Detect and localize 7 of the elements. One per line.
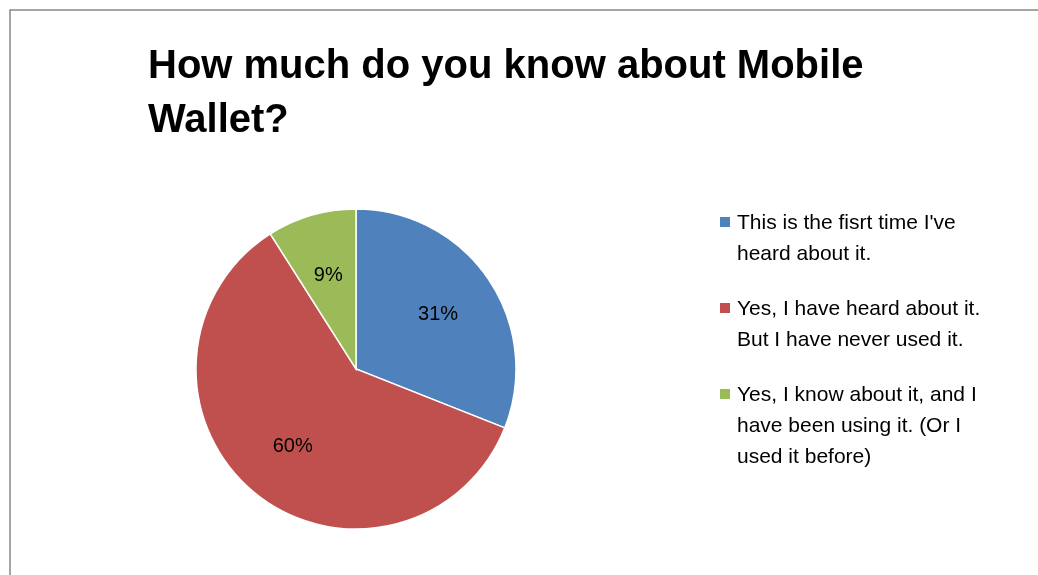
legend-label: This is the fisrt time I've heard about it. [737, 210, 956, 264]
chart-title: How much do you know about Mobile Wallet? [148, 42, 864, 140]
legend-label: Yes, I know about it, and I have been using it. (Or I used it before) [737, 382, 977, 467]
legend-label: Yes, I have heard about it. But I have never used it. [737, 296, 981, 350]
data-label: 60% [272, 434, 313, 457]
data-label: 9% [313, 262, 343, 285]
data-label: 31% [418, 302, 459, 325]
